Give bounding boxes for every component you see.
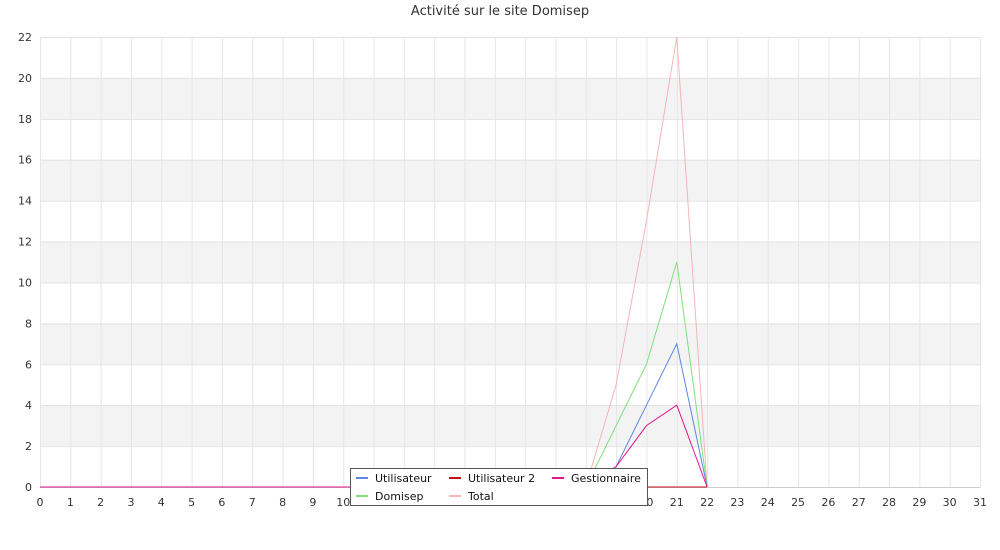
plot-band — [40, 77, 980, 119]
plot-band — [40, 159, 980, 201]
x-tick-label: 23 — [730, 496, 744, 509]
x-tick-label: 2 — [97, 496, 104, 509]
x-tick-label: 29 — [912, 496, 926, 509]
y-tick-label: 16 — [18, 154, 32, 167]
legend-swatch-total — [449, 495, 461, 497]
y-tick-label: 18 — [18, 113, 32, 126]
x-tick-label: 21 — [670, 496, 684, 509]
x-tick-label: 28 — [882, 496, 896, 509]
legend-item-gestionnaire[interactable]: Gestionnaire — [552, 471, 641, 487]
grid-lines — [40, 37, 981, 488]
plot-band — [40, 323, 980, 365]
legend-label-utilisateur-2: Utilisateur 2 — [468, 472, 536, 485]
y-tick-label: 10 — [18, 276, 32, 289]
plot-band — [40, 241, 980, 283]
legend-item-total[interactable]: Total — [449, 489, 494, 505]
legend-swatch-utilisateur — [356, 477, 368, 479]
y-tick-label: 20 — [18, 72, 32, 85]
legend-swatch-gestionnaire — [552, 477, 564, 479]
chart-title: Activité sur le site Domisep — [410, 4, 590, 19]
y-tick-label: 0 — [25, 481, 32, 494]
x-tick-label: 31 — [973, 496, 987, 509]
legend-label-domisep: Domisep — [375, 490, 424, 503]
y-tick-label: 6 — [25, 358, 32, 371]
x-tick-label: 4 — [158, 496, 165, 509]
x-tick-label: 25 — [791, 496, 805, 509]
legend-swatch-domisep — [356, 495, 368, 497]
legend-item-domisep[interactable]: Domisep — [356, 489, 423, 505]
legend: Utilisateur Utilisateur 2 Gestionnaire D… — [350, 468, 648, 506]
plot-band — [40, 405, 980, 447]
legend-label-utilisateur: Utilisateur — [375, 472, 432, 485]
x-tick-label: 3 — [127, 496, 134, 509]
y-axis-ticks: 0 2 4 6 8 10 12 14 16 18 20 22 — [18, 31, 32, 494]
x-tick-label: 22 — [700, 496, 714, 509]
x-tick-label: 10 — [336, 496, 350, 509]
legend-swatch-utilisateur-2 — [449, 477, 461, 479]
x-tick-label: 8 — [279, 496, 286, 509]
legend-label-total: Total — [468, 490, 494, 503]
legend-item-utilisateur-2[interactable]: Utilisateur 2 — [449, 471, 535, 487]
x-tick-label: 6 — [218, 496, 225, 509]
y-tick-label: 2 — [25, 440, 32, 453]
x-tick-label: 30 — [943, 496, 957, 509]
plot-bands — [40, 77, 980, 447]
legend-label-gestionnaire: Gestionnaire — [571, 472, 641, 485]
y-tick-label: 12 — [18, 236, 32, 249]
y-tick-label: 4 — [25, 399, 32, 412]
y-tick-label: 8 — [25, 317, 32, 330]
x-tick-label: 0 — [37, 496, 44, 509]
x-tick-label: 1 — [67, 496, 74, 509]
legend-item-utilisateur[interactable]: Utilisateur — [356, 471, 432, 487]
x-tick-label: 27 — [852, 496, 866, 509]
x-tick-label: 26 — [821, 496, 835, 509]
x-tick-label: 5 — [188, 496, 195, 509]
y-tick-label: 14 — [18, 195, 32, 208]
x-tick-label: 24 — [761, 496, 775, 509]
x-tick-label: 7 — [249, 496, 256, 509]
x-tick-label: 9 — [309, 496, 316, 509]
y-tick-label: 22 — [18, 31, 32, 44]
